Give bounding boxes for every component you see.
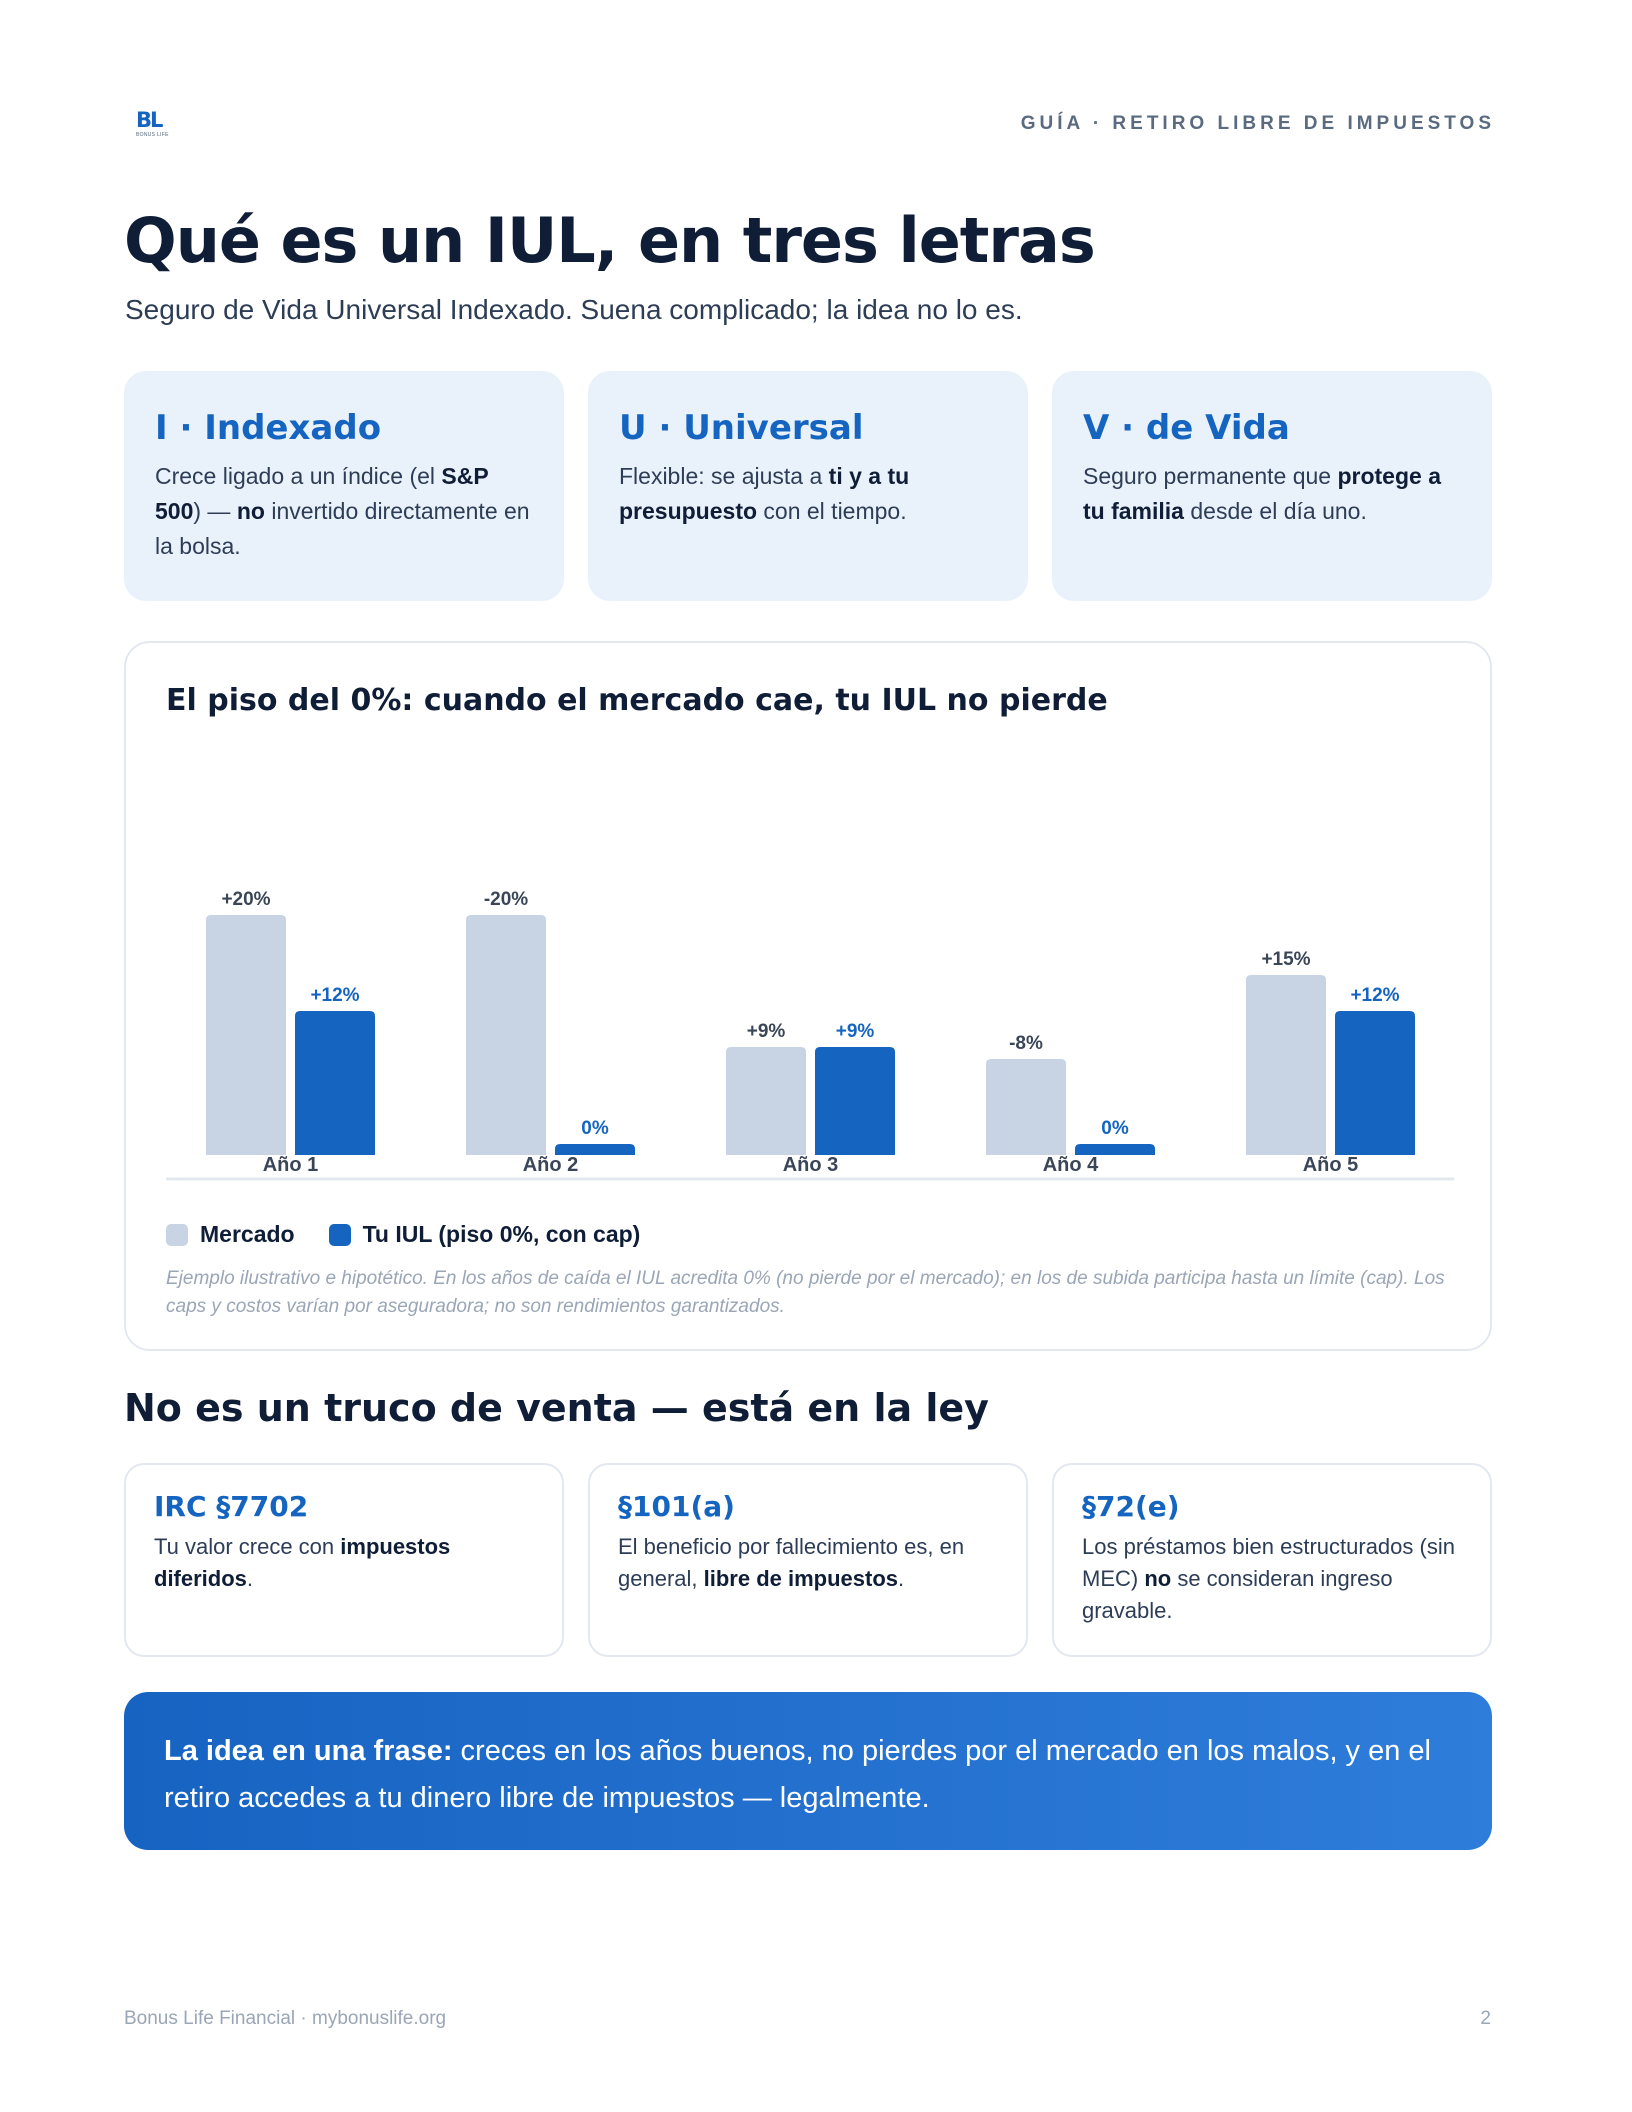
bar-value-label: +12% [310, 985, 359, 1006]
logo-mark: BL [136, 108, 163, 132]
law-card-101a: §101(a) El beneficio por fallecimiento e… [588, 1463, 1028, 1657]
legend-label: Tu IUL (piso 0%, con cap) [362, 1221, 641, 1247]
definition-card-universal: U · Universal Flexible: se ajusta a ti y… [588, 371, 1028, 601]
legend-item-iul: Tu IUL (piso 0%, con cap) [328, 1221, 641, 1248]
definition-text: Flexible: se ajusta a ti y a tu presupue… [619, 463, 910, 524]
x-axis-tick-label: Año 5 [1303, 1154, 1359, 1176]
header-eyebrow: GUÍA · RETIRO LIBRE DE IMPUESTOS [1020, 113, 1495, 134]
bar-value-label: +20% [221, 889, 270, 910]
legend-item-mercado: Mercado [166, 1221, 295, 1248]
bar-mercado [466, 915, 546, 1155]
page-title: Qué es un IUL, en tres letras [124, 204, 1096, 277]
x-axis-tick-label: Año 3 [783, 1154, 839, 1176]
bar-iul [1335, 1011, 1415, 1155]
bar-iul [815, 1047, 895, 1155]
chart-card: +20% +12% Año 1 -20% 0% Año 2 +9% +9% Año 3 -8% 0%… [124, 641, 1492, 1351]
definition-title: U · Universal [619, 408, 864, 448]
law-section-title: No es un truco de venta — está en la ley [124, 1386, 989, 1430]
bar-iul [1075, 1144, 1155, 1155]
bar-iul [555, 1144, 635, 1155]
bar-value-label: +15% [1261, 949, 1310, 970]
footer-brand: Bonus Life Financial · mybonuslife.org [124, 2008, 447, 2029]
law-title: §101(a) [618, 1490, 735, 1523]
law-title: IRC §7702 [154, 1490, 309, 1523]
bar-value-label: +9% [747, 1021, 786, 1042]
bar-value-label: +9% [836, 1021, 875, 1042]
chart-legend: Mercado Tu IUL (piso 0%, con cap) [166, 1221, 674, 1248]
bar-mercado [1246, 975, 1326, 1155]
page-number: 2 [1480, 2008, 1491, 2029]
bar-value-label: 0% [1101, 1118, 1129, 1139]
page-subtitle: Seguro de Vida Universal Indexado. Suena… [125, 294, 1023, 325]
bar-chart: +20%+12%Año 1-20%0%Año 2+9% +9%Año 3-8%0%… [166, 889, 1454, 1181]
callout-lead: La idea en una frase: [164, 1735, 453, 1767]
bar-iul [295, 1011, 375, 1155]
law-text: Tu valor crece con impuestos diferidos. [154, 1534, 451, 1591]
law-title: §72(e) [1082, 1490, 1180, 1523]
legend-swatch-mercado [166, 1223, 188, 1246]
definition-card-indexado: I · Indexado Crece ligado a un índice (e… [124, 371, 564, 601]
x-axis-tick-label: Año 2 [523, 1154, 579, 1176]
bar-value-label: +12% [1350, 985, 1399, 1006]
x-axis-tick-label: Año 1 [263, 1154, 319, 1176]
definition-card-vida: V · de Vida Seguro permanente que proteg… [1052, 371, 1492, 601]
x-axis-tick-label: Año 4 [1043, 1154, 1099, 1176]
bar-mercado [986, 1059, 1066, 1155]
bar-value-label: -8% [1009, 1033, 1043, 1054]
law-card-irc-7702: IRC §7702 Tu valor crece con impuestos d… [124, 1463, 564, 1657]
bar-mercado [726, 1047, 806, 1155]
chart-footnote: Ejemplo ilustrativo e hipotético. En los… [166, 1268, 1445, 1317]
legend-swatch-iul [328, 1223, 351, 1246]
callout-text: creces en los años buenos, no pierdes po… [164, 1735, 1431, 1814]
bonus-life-logo: BL BONUS LIFE [136, 110, 172, 140]
law-text: Los préstamos bien estructurados (sin ME… [1082, 1534, 1455, 1623]
chart-title: El piso del 0%: cuando el mercado cae, t… [166, 683, 1108, 718]
definition-text: Seguro permanente que protege a tu famil… [1083, 463, 1441, 524]
definition-title: I · Indexado [155, 408, 382, 448]
law-card-72e: §72(e) Los préstamos bien estructurados … [1052, 1463, 1492, 1657]
bar-mercado [206, 915, 286, 1155]
definition-title: V · de Vida [1083, 408, 1290, 448]
law-text: El beneficio por fallecimiento es, en ge… [618, 1534, 965, 1591]
key-idea-callout: La idea en una frase: creces en los años… [124, 1692, 1492, 1850]
logo-subtext: BONUS LIFE [136, 132, 169, 138]
bar-value-label: -20% [484, 889, 528, 910]
bar-value-label: 0% [581, 1118, 609, 1139]
definition-text: Crece ligado a un índice (el S&P 500) — … [155, 463, 530, 559]
legend-label: Mercado [200, 1221, 295, 1247]
